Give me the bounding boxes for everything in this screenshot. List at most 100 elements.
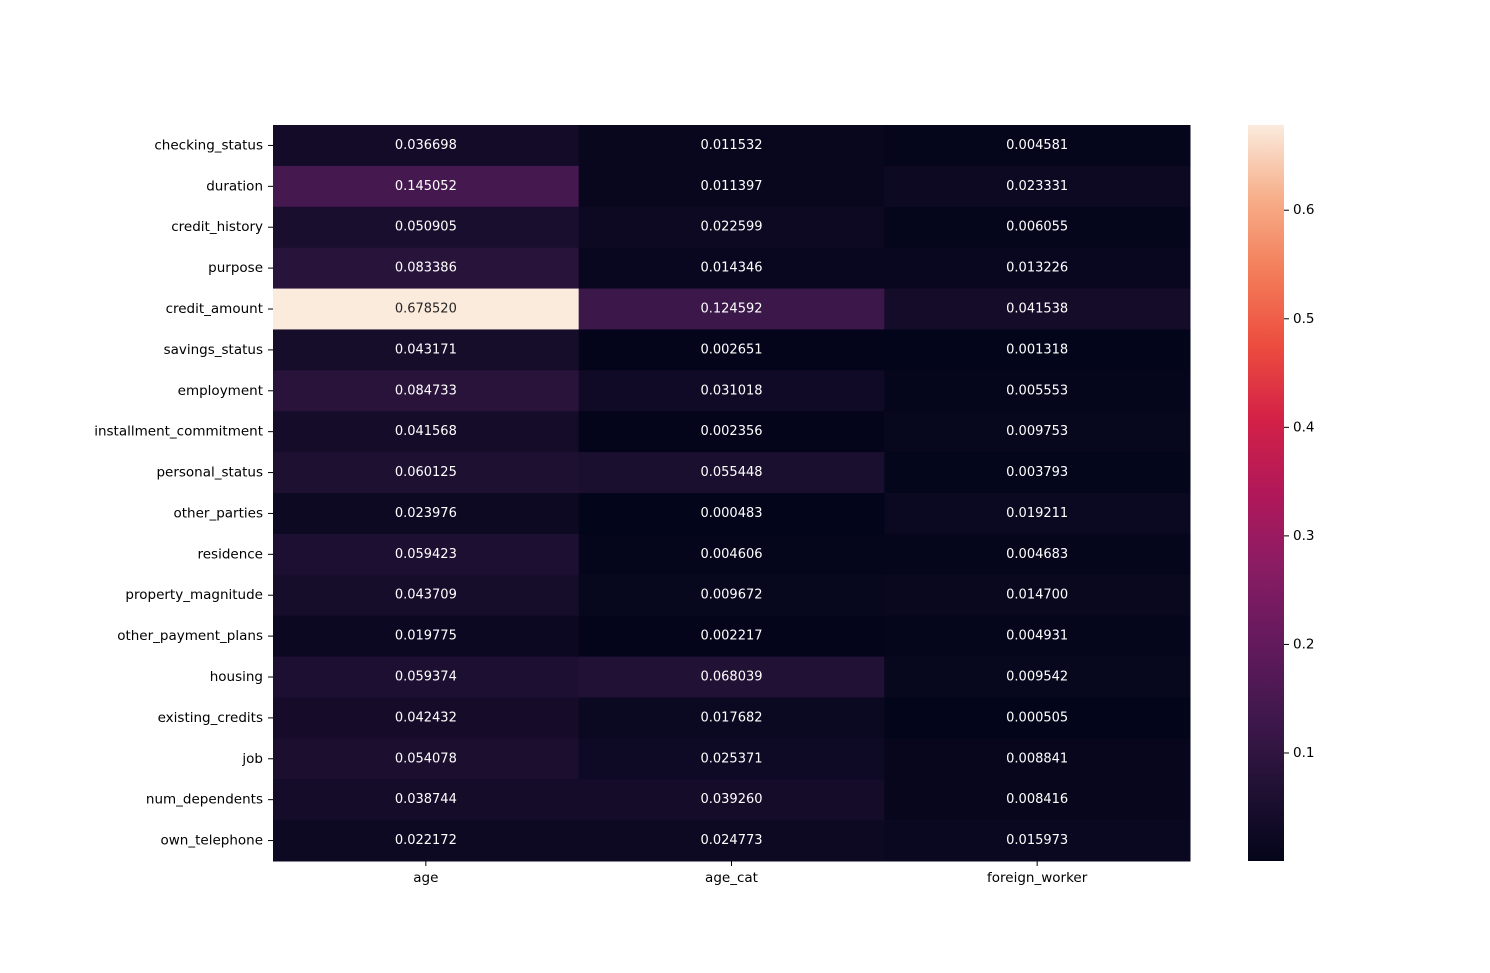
colorbar: 0.1 0.2 0.3 0.4 0.5 0.6 (1248, 125, 1314, 861)
y-tick-label: own_telephone (160, 833, 263, 849)
cell-value-label: 0.004606 (700, 547, 762, 562)
heatmap-cell (578, 533, 885, 576)
heatmap-cell (273, 493, 580, 535)
heatmap-cell (884, 411, 1191, 453)
cell-value-label: 0.019211 (1006, 506, 1068, 521)
heatmap-cell (273, 615, 580, 658)
heatmap-cells (273, 125, 1191, 862)
heatmap-cell (578, 615, 885, 658)
heatmap-cell (884, 329, 1191, 371)
heatmap-cell (578, 288, 885, 330)
cell-value-label: 0.059374 (395, 670, 457, 685)
heatmap-cell (273, 411, 580, 453)
y-tick-label: existing_credits (158, 710, 263, 726)
y-tick-label: checking_status (154, 137, 263, 153)
cell-value-label: 0.002651 (700, 342, 762, 357)
heatmap-cell (884, 697, 1191, 739)
y-tick-label: credit_history (171, 219, 263, 235)
y-tick-label: duration (206, 178, 263, 194)
heatmap-cell (578, 452, 885, 494)
y-tick-label: installment_commitment (94, 424, 263, 440)
colorbar-tick-label: 0.4 (1293, 419, 1314, 435)
heatmap-cell (884, 247, 1191, 290)
heatmap-cell (578, 206, 885, 249)
cell-value-label: 0.059423 (395, 547, 457, 562)
heatmap-cell (578, 820, 885, 862)
y-tick-label: purpose (208, 260, 263, 276)
heatmap-cell (884, 779, 1191, 821)
cell-value-label: 0.055448 (700, 465, 762, 480)
cell-value-label: 0.014346 (700, 261, 762, 276)
cell-value-label: 0.004581 (1006, 138, 1068, 153)
cell-value-label: 0.083386 (395, 261, 457, 276)
cell-value-label: 0.050905 (395, 220, 457, 235)
y-tick-label: num_dependents (146, 792, 263, 808)
x-tick-label: age_cat (705, 870, 758, 886)
cell-value-label: 0.054078 (395, 751, 457, 766)
heatmap-cell (273, 370, 580, 412)
heatmap-cell (884, 370, 1191, 412)
y-axis: checking_status duration credit_historypur… (94, 137, 273, 849)
cell-value-label: 0.042432 (395, 710, 457, 725)
cell-value-label: 0.013226 (1006, 261, 1068, 276)
cell-value-label: 0.002356 (700, 424, 762, 439)
cell-value-label: 0.000483 (700, 506, 762, 521)
heatmap-cell (273, 329, 580, 371)
cell-value-label: 0.008841 (1006, 751, 1068, 766)
x-axis: age age_cat foreign_worker (413, 861, 1088, 886)
heatmap-cell (884, 206, 1191, 249)
heatmap-cell (578, 329, 885, 371)
heatmap-cell (884, 738, 1191, 780)
cell-value-label: 0.011532 (700, 138, 762, 153)
heatmap-cell (578, 656, 885, 698)
y-tick-label: personal_status (156, 465, 263, 481)
y-tick-label: job (241, 751, 263, 767)
cell-value-label: 0.678520 (395, 302, 457, 317)
heatmap-cell (273, 288, 580, 330)
cell-value-label: 0.009542 (1006, 670, 1068, 685)
y-tick-label: residence (197, 546, 263, 562)
cell-value-label: 0.022172 (395, 833, 457, 848)
heatmap-cell (273, 125, 580, 167)
heatmap-cell (273, 247, 580, 290)
cell-value-label: 0.022599 (700, 220, 762, 235)
cell-value-label: 0.041568 (395, 424, 457, 439)
heatmap-cell (578, 779, 885, 821)
cell-value-label: 0.017682 (700, 710, 762, 725)
cell-value-label: 0.005553 (1006, 383, 1068, 398)
heatmap-cell (273, 779, 580, 821)
heatmap-cell (578, 411, 885, 453)
cell-value-label: 0.038744 (395, 792, 457, 807)
colorbar-tick-label: 0.2 (1293, 636, 1314, 652)
cell-value-label: 0.009753 (1006, 424, 1068, 439)
cell-value-label: 0.039260 (700, 792, 762, 807)
heatmap-cell (578, 370, 885, 412)
cell-value-label: 0.124592 (700, 302, 762, 317)
heatmap-cell-labels: 0.036698 0.011532 0.004581 0.145052 0.011397… (395, 138, 1068, 848)
cell-value-label: 0.014700 (1006, 588, 1068, 603)
cell-value-label: 0.023976 (395, 506, 457, 521)
colorbar-tick-label: 0.5 (1293, 311, 1314, 327)
cell-value-label: 0.024773 (700, 833, 762, 848)
heatmap-cell (578, 125, 885, 167)
heatmap-cell (273, 697, 580, 739)
cell-value-label: 0.036698 (395, 138, 457, 153)
cell-value-label: 0.068039 (700, 670, 762, 685)
cell-value-label: 0.011397 (700, 179, 762, 194)
heatmap-cell (884, 493, 1191, 535)
y-tick-label: employment (178, 383, 263, 399)
heatmap-cell (273, 820, 580, 862)
heatmap-cell (273, 738, 580, 780)
heatmap-cell (578, 247, 885, 290)
heatmap-cell (884, 615, 1191, 658)
cell-value-label: 0.023331 (1006, 179, 1068, 194)
colorbar-tick-label: 0.6 (1293, 202, 1314, 218)
colorbar-tick-label: 0.3 (1293, 528, 1314, 544)
heatmap-cell (884, 125, 1191, 167)
heatmap-cell (884, 574, 1191, 617)
cell-value-label: 0.043171 (395, 342, 457, 357)
heatmap-cell (578, 493, 885, 535)
cell-value-label: 0.003793 (1006, 465, 1068, 480)
